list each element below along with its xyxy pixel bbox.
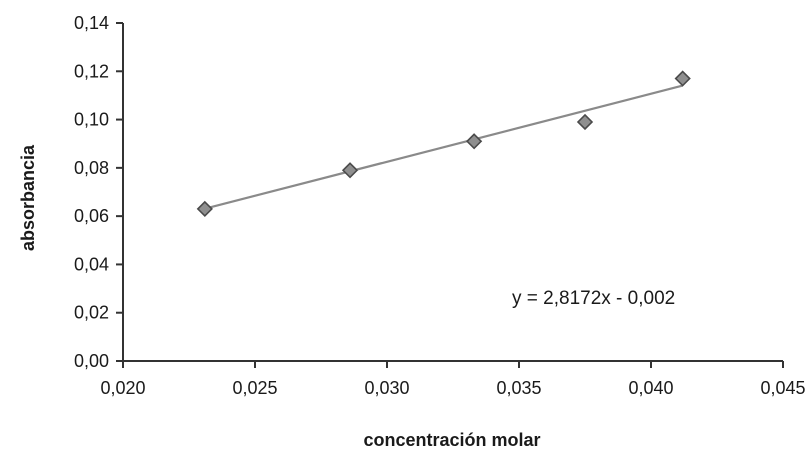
x-tick-label: 0,045 <box>760 378 805 398</box>
x-tick-label: 0,025 <box>232 378 277 398</box>
data-point <box>341 162 359 179</box>
trendline-equation: y = 2,8172x - 0,002 <box>512 288 675 309</box>
y-axis-ticks: 0,00 0,02 0,04 0,06 0,08 0,10 0,12 0,14 <box>74 13 123 371</box>
data-points <box>196 70 691 218</box>
y-tick-label: 0,06 <box>74 206 109 226</box>
y-tick-label: 0,00 <box>74 351 109 371</box>
y-tick-label: 0,14 <box>74 13 109 33</box>
data-point <box>576 113 594 131</box>
y-tick-label: 0,08 <box>74 158 109 178</box>
y-tick-label: 0,12 <box>74 61 109 81</box>
x-tick-label: 0,030 <box>364 378 409 398</box>
y-tick-label: 0,04 <box>74 254 109 274</box>
data-point <box>465 133 483 150</box>
y-tick-label: 0,02 <box>74 303 109 323</box>
x-axis-ticks: 0,020 0,025 0,030 0,035 0,040 0,045 <box>100 361 806 398</box>
y-axis-title: absorbancia <box>18 144 38 251</box>
x-tick-label: 0,035 <box>496 378 541 398</box>
data-point <box>196 200 213 218</box>
x-tick-label: 0,020 <box>100 378 145 398</box>
trendline <box>204 84 683 210</box>
y-tick-label: 0,10 <box>74 110 109 130</box>
x-axis-title: concentración molar <box>363 430 540 450</box>
x-tick-label: 0,040 <box>628 378 673 398</box>
data-point <box>674 70 691 87</box>
